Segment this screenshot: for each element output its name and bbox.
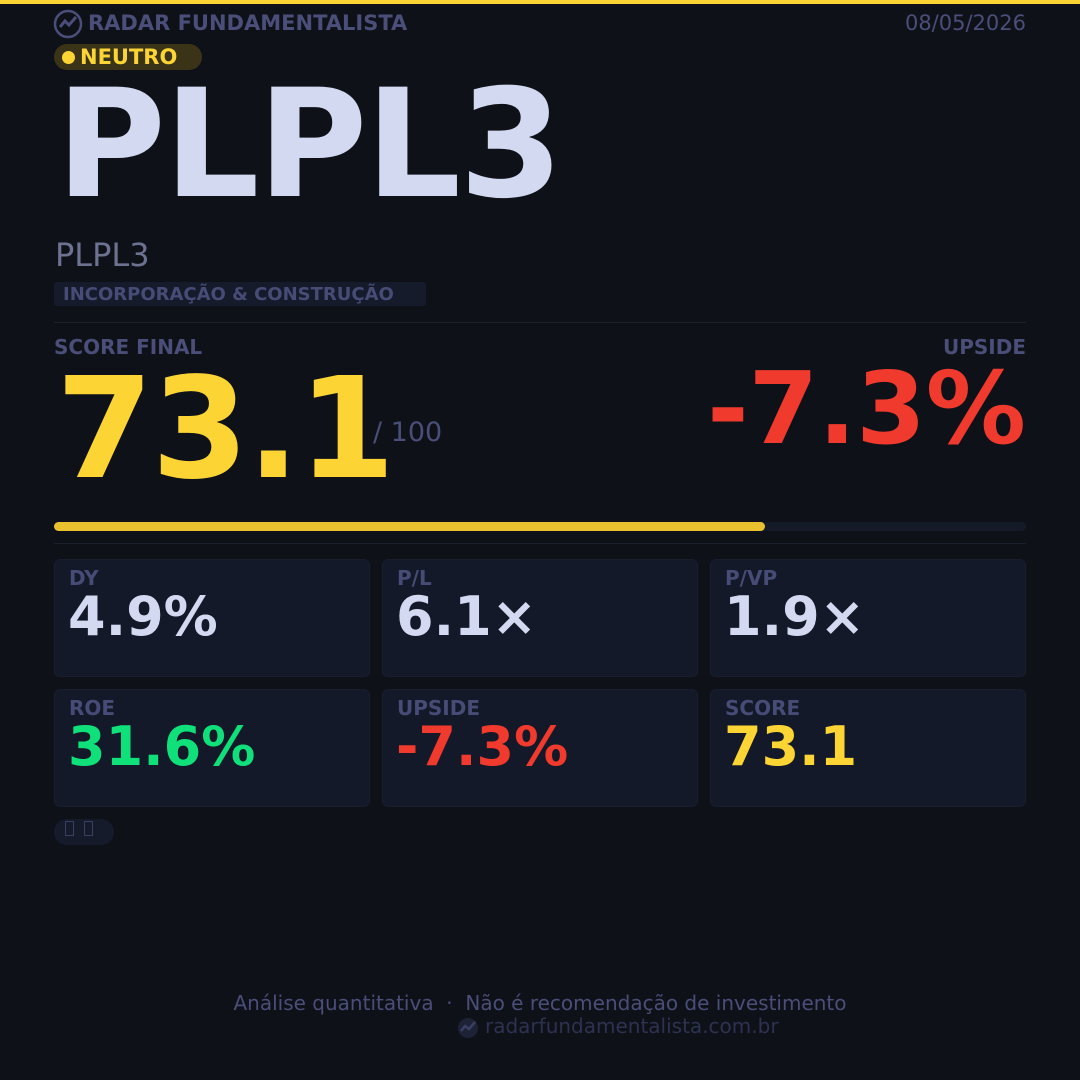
ticker: PLPL3 [56, 58, 563, 232]
metric-label: SCORE [725, 696, 801, 720]
score-max: / 100 [373, 417, 443, 448]
metric-value: -7.3% [396, 715, 569, 778]
badge [54, 44, 202, 70]
metric-value: 31.6% [68, 715, 256, 778]
logo [53, 9, 83, 39]
glyph [84, 821, 93, 836]
metric-card [710, 689, 1026, 807]
score-label: SCORE FINAL [54, 335, 203, 359]
score: 73.1 [56, 348, 395, 511]
metric-label: DY [69, 566, 99, 590]
badge-text: NEUTRO [80, 45, 178, 69]
brand: RADAR FUNDAMENTALISTA [88, 11, 408, 35]
date: 08/05/2026 [904, 11, 1026, 35]
upside-label: UPSIDE [942, 335, 1026, 359]
badge-dot [62, 51, 75, 64]
metric-card [382, 559, 698, 677]
metric-value: 73.1 [724, 715, 858, 778]
metric-card [54, 689, 370, 807]
metric-label: P/L [397, 566, 432, 590]
metric-label: UPSIDE [397, 696, 481, 720]
disclaimer: Análise quantitativa · Não é recomendaçã… [233, 991, 847, 1015]
company: PLPL3 [55, 236, 150, 274]
progress-fill [54, 522, 765, 531]
metric-card [382, 689, 698, 807]
glyph [65, 821, 74, 836]
metric-label: ROE [69, 696, 116, 720]
sector-tag [54, 282, 426, 306]
divider [54, 543, 1026, 544]
metric-value: 4.9% [68, 585, 218, 648]
url: radarfundamentalista.com.br [485, 1014, 779, 1038]
metric-label: P/VP [725, 566, 778, 590]
metric-card [710, 559, 1026, 677]
top-accent [0, 0, 1080, 4]
upside: -7.3% [707, 350, 1026, 467]
metric-value: 1.9× [724, 585, 865, 648]
divider [54, 322, 1026, 323]
footer-logo [458, 1018, 478, 1038]
metric-card [54, 559, 370, 677]
metric-value: 6.1× [396, 585, 537, 648]
sector: INCORPORAÇÃO & CONSTRUÇÃO [63, 284, 394, 305]
